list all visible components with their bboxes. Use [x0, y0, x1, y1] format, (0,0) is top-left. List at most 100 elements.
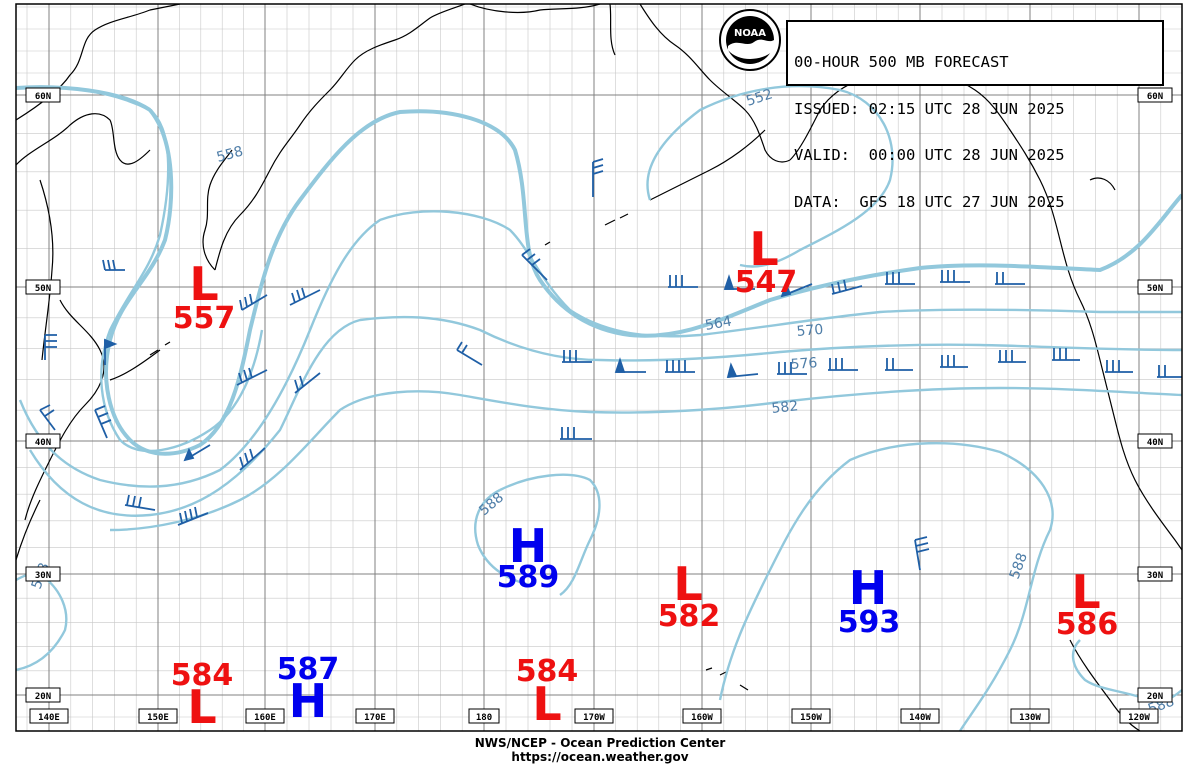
wind-barb: [294, 372, 321, 394]
wind-barb: [102, 259, 125, 271]
lat-label: 60N: [35, 92, 51, 102]
low-center: 584 L: [171, 658, 234, 734]
footer-agency: NWS/NCEP - Ocean Prediction Center: [474, 736, 726, 750]
lon-label: 160W: [682, 708, 722, 724]
wind-barb: [94, 405, 112, 439]
lat-label: 50N: [1147, 284, 1163, 294]
wind-barb: [614, 357, 646, 373]
low-value: 582: [658, 599, 721, 634]
lon-label: 170E: [355, 708, 395, 724]
forecast-title: 00-HOUR 500 MB FORECAST: [794, 53, 1009, 71]
wind-barb: [592, 158, 604, 197]
low-center: L 582: [658, 557, 721, 634]
wind-barb: [726, 362, 759, 379]
contour-label: 588: [1007, 551, 1031, 582]
wind-barb: [177, 506, 209, 526]
wind-barb: [940, 355, 968, 368]
wind-barb: [665, 360, 695, 373]
lon-label-text: 160E: [254, 713, 276, 723]
low-letter: L: [532, 677, 561, 731]
wind-barb: [239, 447, 266, 471]
lon-label: 140W: [900, 708, 940, 724]
lat-label: 30N: [35, 571, 51, 581]
high-center: H 589: [497, 519, 560, 595]
lat-label: 30N: [1147, 571, 1163, 581]
wind-barb: [831, 279, 863, 295]
wind-barb: [183, 444, 211, 462]
low-center: L 547: [735, 222, 798, 300]
height-contours: [16, 84, 1182, 731]
lat-label-right: 40N: [1137, 433, 1173, 449]
forecast-info-box: 00-HOUR 500 MB FORECAST ISSUED: 02:15 UT…: [786, 20, 1164, 209]
low-value: 547: [735, 265, 798, 300]
low-center: 584 L: [516, 654, 579, 731]
low-value: 584: [171, 658, 234, 693]
lat-label-right: 60N: [1137, 87, 1173, 103]
lon-label-text: 120W: [1128, 713, 1150, 723]
lon-label: 170W: [574, 708, 614, 724]
lon-label-text: 130W: [1019, 713, 1041, 723]
high-value: 593: [838, 605, 901, 640]
high-center: 587 H: [277, 652, 340, 728]
footer-url[interactable]: https://ocean.weather.gov: [511, 750, 689, 764]
lat-label: 20N: [1147, 692, 1163, 702]
wind-barb: [104, 338, 118, 365]
lat-label-left: 30N: [25, 566, 61, 582]
valid-line: VALID: 00:00 UTC 28 JUN 2025: [794, 146, 1065, 164]
high-center: H 593: [838, 561, 901, 640]
wind-barb: [236, 367, 268, 386]
lat-label-left: 40N: [25, 433, 61, 449]
wind-barb: [995, 272, 1025, 285]
issued-line: ISSUED: 02:15 UTC 28 JUN 2025: [794, 99, 1065, 118]
wind-barb: [521, 248, 548, 281]
wind-barb: [456, 341, 483, 366]
wind-barb: [1052, 348, 1080, 361]
wind-barb: [1105, 360, 1133, 373]
wind-barb: [44, 334, 57, 360]
map-frame: [15, 3, 1183, 732]
pressure-centers: L 557 L 547 H 589 L 582 H 593 L 586 584 …: [171, 222, 1119, 734]
wind-barb: [668, 275, 698, 288]
high-value: 587: [277, 652, 340, 687]
lat-label: 40N: [35, 438, 51, 448]
low-value: 584: [516, 654, 579, 689]
lat-label: 50N: [35, 284, 51, 294]
wind-barbs: [39, 158, 1182, 571]
lat-label-left: 50N: [25, 279, 61, 295]
wind-barb: [560, 427, 592, 440]
lat-label: 60N: [1147, 92, 1163, 102]
lon-label-text: 170W: [583, 713, 605, 723]
wind-barb: [723, 274, 755, 290]
wind-barb: [239, 293, 268, 311]
low-letter: L: [673, 557, 702, 611]
coastlines: [16, 4, 1182, 731]
low-letter: L: [187, 680, 216, 734]
high-letter: H: [849, 561, 888, 615]
low-letter: L: [749, 222, 778, 276]
low-value: 586: [1056, 607, 1119, 642]
lon-label: 160E: [245, 708, 285, 724]
lon-label: 150W: [791, 708, 831, 724]
lon-label: 180: [468, 708, 500, 724]
high-letter: H: [289, 674, 328, 728]
wind-barb: [289, 287, 321, 306]
noaa-logo-text: NOAA: [734, 28, 766, 39]
wind-barb: [998, 350, 1026, 363]
high-value: 589: [497, 560, 560, 595]
lat-label-right: 50N: [1137, 279, 1173, 295]
contour-label: 552: [744, 86, 774, 109]
lon-label: 140E: [29, 708, 69, 724]
data-line: DATA: GFS 18 UTC 27 JUN 2025: [794, 192, 1065, 211]
lat-label-left: 60N: [25, 87, 61, 103]
low-center: L 557: [173, 257, 236, 336]
longitude-labels: 140E 150E 160E 170E 180 170W 160W 150W 1…: [29, 708, 1159, 724]
wind-barb: [1157, 365, 1182, 378]
lon-label-text: 180: [476, 713, 492, 723]
lon-label-text: 140W: [909, 713, 931, 723]
contour-label: 558: [215, 143, 245, 165]
wind-barb: [780, 281, 813, 298]
lon-label: 120W: [1119, 708, 1159, 724]
lat-label-left: 20N: [25, 687, 61, 703]
latitude-labels: 60N 50N 40N 30N 20N 60N 50N 40N 30N 20N: [25, 87, 1173, 703]
